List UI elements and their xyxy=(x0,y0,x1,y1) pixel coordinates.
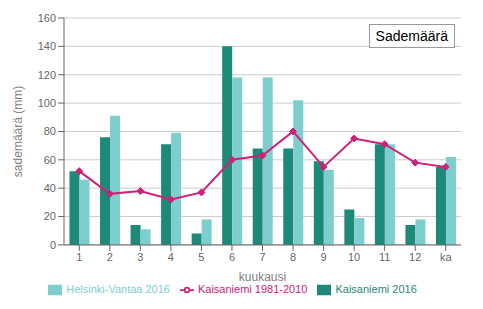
svg-text:11: 11 xyxy=(379,251,390,263)
html-text:Kaisaniemi 1981-2010: Kaisaniemi 1981-2010 xyxy=(198,282,308,295)
svg-text:60: 60 xyxy=(44,154,56,166)
html-text:Helsinki-Vantaa 2016: Helsinki-Vantaa 2016 xyxy=(66,282,170,295)
svg-text:9: 9 xyxy=(321,251,327,263)
svg-text:120: 120 xyxy=(38,69,56,81)
svg-text:kuukausi: kuukausi xyxy=(239,270,286,284)
svg-text:140: 140 xyxy=(38,40,56,52)
svg-text:10: 10 xyxy=(348,251,360,263)
svg-text:5: 5 xyxy=(198,251,204,263)
svg-text:8: 8 xyxy=(290,251,296,263)
svg-text:4: 4 xyxy=(168,251,174,263)
svg-text:12: 12 xyxy=(409,251,421,263)
svg-text:6: 6 xyxy=(229,251,235,263)
svg-text:7: 7 xyxy=(259,251,265,263)
svg-text:160: 160 xyxy=(38,12,56,24)
svg-text:100: 100 xyxy=(38,97,56,109)
html-text:Sademäärä: Sademäärä xyxy=(375,28,448,44)
svg-text:3: 3 xyxy=(137,251,143,263)
svg-text:ka: ka xyxy=(440,251,453,263)
svg-text:1: 1 xyxy=(76,251,82,263)
svg-text:40: 40 xyxy=(44,182,56,194)
svg-text:20: 20 xyxy=(44,210,56,222)
svg-text:80: 80 xyxy=(44,125,56,137)
svg-text:2: 2 xyxy=(107,251,113,263)
html-text:Kaisaniemi 2016: Kaisaniemi 2016 xyxy=(335,282,417,295)
svg-text:sademäärä (mm): sademäärä (mm) xyxy=(11,86,25,177)
svg-text:0: 0 xyxy=(50,239,56,251)
